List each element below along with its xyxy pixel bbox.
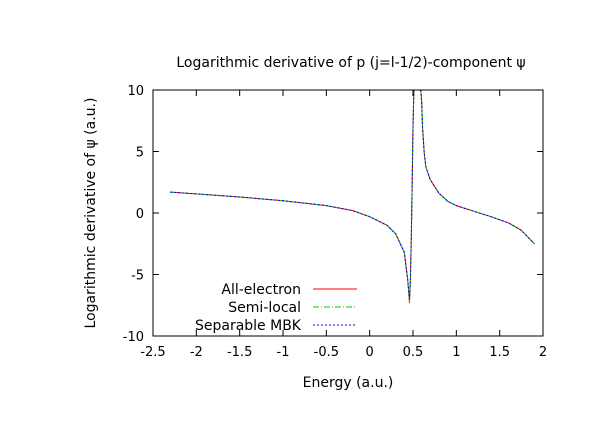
y-tick-label: -10 xyxy=(123,330,144,345)
y-tick-label: -5 xyxy=(131,269,144,284)
y-tick-label: 10 xyxy=(127,84,144,99)
series-layer xyxy=(170,90,535,303)
x-tick-label: 0.5 xyxy=(403,345,424,360)
x-tick-label: -1 xyxy=(277,345,290,360)
x-tick-label: -2.5 xyxy=(140,345,165,360)
x-tick-label: 1.5 xyxy=(489,345,510,360)
legend-label-0: All-electron xyxy=(221,282,301,298)
x-tick-label: 1 xyxy=(452,345,460,360)
legend: All-electron Semi-local Separable MBK xyxy=(195,282,357,334)
x-tick-label: 2 xyxy=(539,345,547,360)
ticks-layer: -2.5 -2 -1.5 -1 -0.5 0 0.5 1 1.5 2 -10 -5 0 5 10 xyxy=(123,84,547,360)
x-axis-label: Energy (a.u.) xyxy=(303,375,394,391)
series-line-2-segment-1 xyxy=(420,90,535,245)
x-tick-label: 0 xyxy=(366,345,374,360)
y-tick-label: 0 xyxy=(136,207,144,222)
series-line-2-segment-0 xyxy=(170,90,415,300)
y-tick-label: 5 xyxy=(136,146,144,161)
x-tick-label: -2 xyxy=(190,345,203,360)
legend-label-2: Separable MBK xyxy=(195,318,302,334)
x-tick-label: -1.5 xyxy=(227,345,252,360)
legend-label-1: Semi-local xyxy=(228,300,301,316)
x-tick-label: -0.5 xyxy=(314,345,339,360)
y-axis-label: Logarithmic derivative of ψ (a.u.) xyxy=(83,98,99,329)
chart-title: Logarithmic derivative of p (j=l-1/2)-co… xyxy=(176,55,525,71)
